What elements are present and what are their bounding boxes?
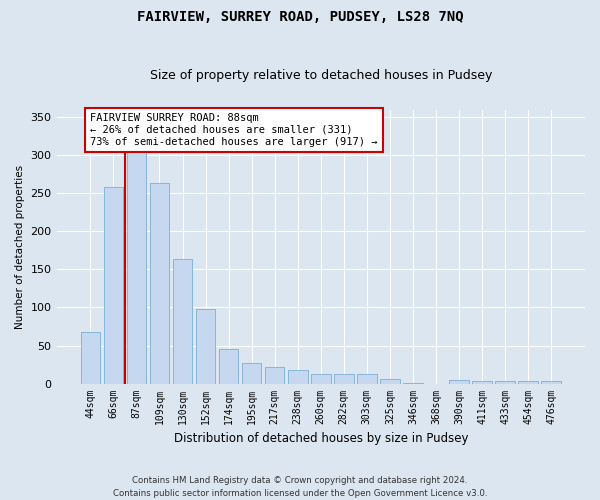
Bar xyxy=(196,309,215,384)
Text: FAIRVIEW SURREY ROAD: 88sqm
← 26% of detached houses are smaller (331)
73% of se: FAIRVIEW SURREY ROAD: 88sqm ← 26% of det… xyxy=(91,114,378,146)
Bar xyxy=(449,380,469,384)
Bar xyxy=(496,380,515,384)
Bar xyxy=(80,332,100,384)
X-axis label: Distribution of detached houses by size in Pudsey: Distribution of detached houses by size … xyxy=(173,432,468,445)
Y-axis label: Number of detached properties: Number of detached properties xyxy=(15,164,25,328)
Text: FAIRVIEW, SURREY ROAD, PUDSEY, LS28 7NQ: FAIRVIEW, SURREY ROAD, PUDSEY, LS28 7NQ xyxy=(137,10,463,24)
Bar xyxy=(104,187,123,384)
Bar xyxy=(288,370,308,384)
Bar xyxy=(265,367,284,384)
Title: Size of property relative to detached houses in Pudsey: Size of property relative to detached ho… xyxy=(149,69,492,82)
Text: Contains HM Land Registry data © Crown copyright and database right 2024.
Contai: Contains HM Land Registry data © Crown c… xyxy=(113,476,487,498)
Bar xyxy=(403,383,423,384)
Bar xyxy=(149,184,169,384)
Bar xyxy=(242,363,262,384)
Bar xyxy=(311,374,331,384)
Bar xyxy=(219,348,238,384)
Bar xyxy=(380,379,400,384)
Bar xyxy=(357,374,377,384)
Bar xyxy=(127,132,146,384)
Bar xyxy=(334,374,353,384)
Bar xyxy=(541,380,561,384)
Bar xyxy=(518,380,538,384)
Bar xyxy=(173,260,193,384)
Bar xyxy=(472,380,492,384)
